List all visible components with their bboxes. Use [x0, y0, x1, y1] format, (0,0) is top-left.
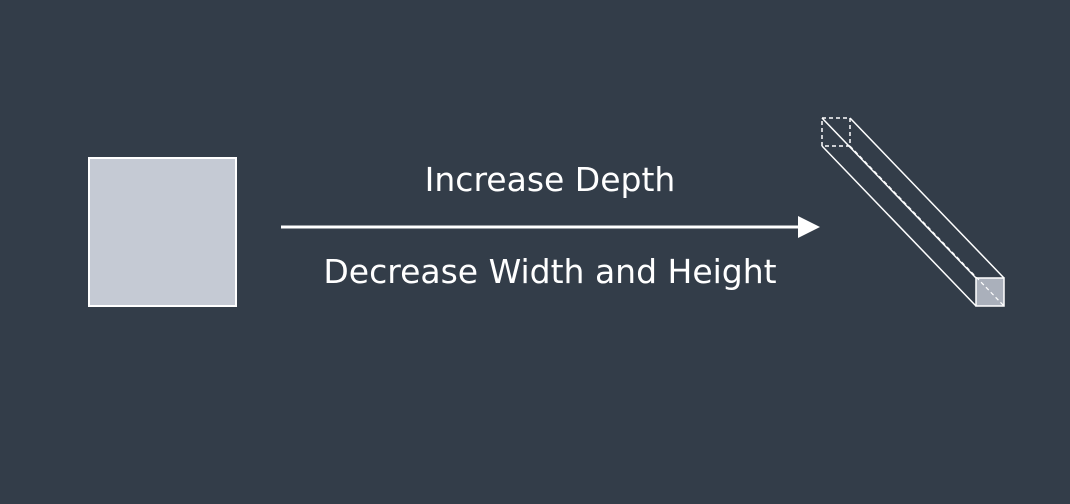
input-square — [88, 157, 237, 307]
prism-end-face — [975, 277, 1005, 307]
prism-back-face — [821, 117, 851, 147]
prism-edge-top-right — [849, 117, 1005, 279]
prism-edge-bottom-left — [821, 145, 977, 307]
arrow-head — [798, 216, 820, 238]
output-prism — [821, 117, 1005, 307]
increase-depth-label: Increase Depth — [424, 160, 676, 199]
prism-edge-top-left — [821, 117, 977, 279]
prism-edge-hidden — [849, 145, 1005, 307]
decrease-width-height-label: Decrease Width and Height — [323, 252, 777, 291]
